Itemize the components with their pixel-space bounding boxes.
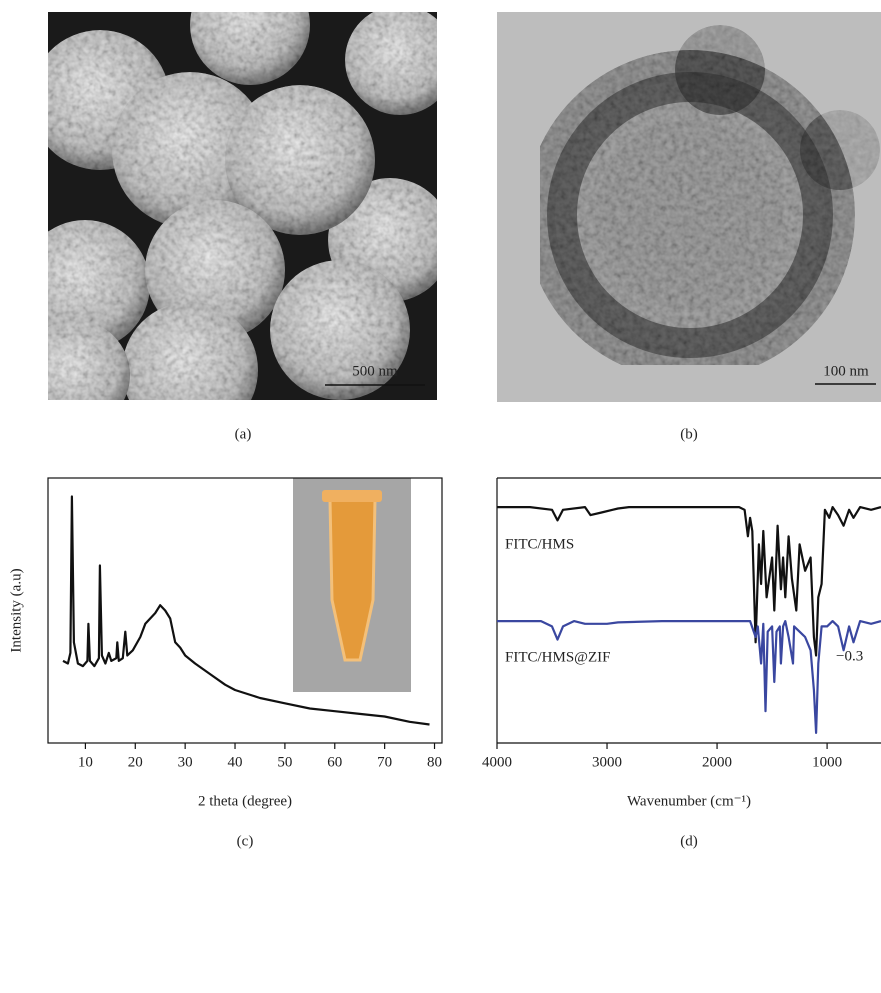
panel-label: (b)	[680, 426, 698, 442]
x-tick-label: 3000	[592, 754, 622, 770]
x-tick-label: 4000	[482, 754, 512, 770]
x-tick-label: 20	[128, 754, 143, 770]
x-tick-label: 40	[228, 754, 243, 770]
scale-bar-label: 100 nm	[823, 363, 869, 379]
sem-image: 500 nm	[20, 0, 455, 438]
x-tick-label: 50	[277, 754, 292, 770]
figure: 500 nm (a) 100 nm (b) 10 20 30 40 50 60 70 80 2 …	[0, 0, 881, 993]
x-axis-title: Wavenumber (cm⁻¹)	[627, 793, 751, 809]
x-tick-label: 70	[377, 754, 392, 770]
x-tick-label: 10	[78, 754, 93, 770]
series-label: FITC/HMS@ZIF	[505, 649, 611, 665]
panel-label: (a)	[235, 426, 252, 442]
charts: 10 20 30 40 50 60 70 80 2 theta (degree) Intensit…	[8, 478, 881, 849]
x-tick-label: 80	[427, 754, 442, 770]
tem-image: 100 nm	[497, 12, 881, 402]
scale-bar-label: 500 nm	[352, 363, 398, 379]
series-label: FITC/HMS	[505, 536, 574, 552]
inset-photo	[293, 478, 411, 692]
panel-label: (d)	[680, 833, 698, 849]
x-tick-label: 60	[327, 754, 342, 770]
y-axis-title: Intensity (a.u)	[8, 568, 24, 652]
x-tick-label: 1000	[812, 754, 842, 770]
x-axis-title: 2 theta (degree)	[198, 793, 292, 809]
x-tick-label: 2000	[702, 754, 732, 770]
x-tick-label: 30	[178, 754, 193, 770]
panel-label: (c)	[237, 833, 254, 849]
data-line	[497, 621, 881, 733]
annotation: −0.3	[836, 648, 863, 664]
